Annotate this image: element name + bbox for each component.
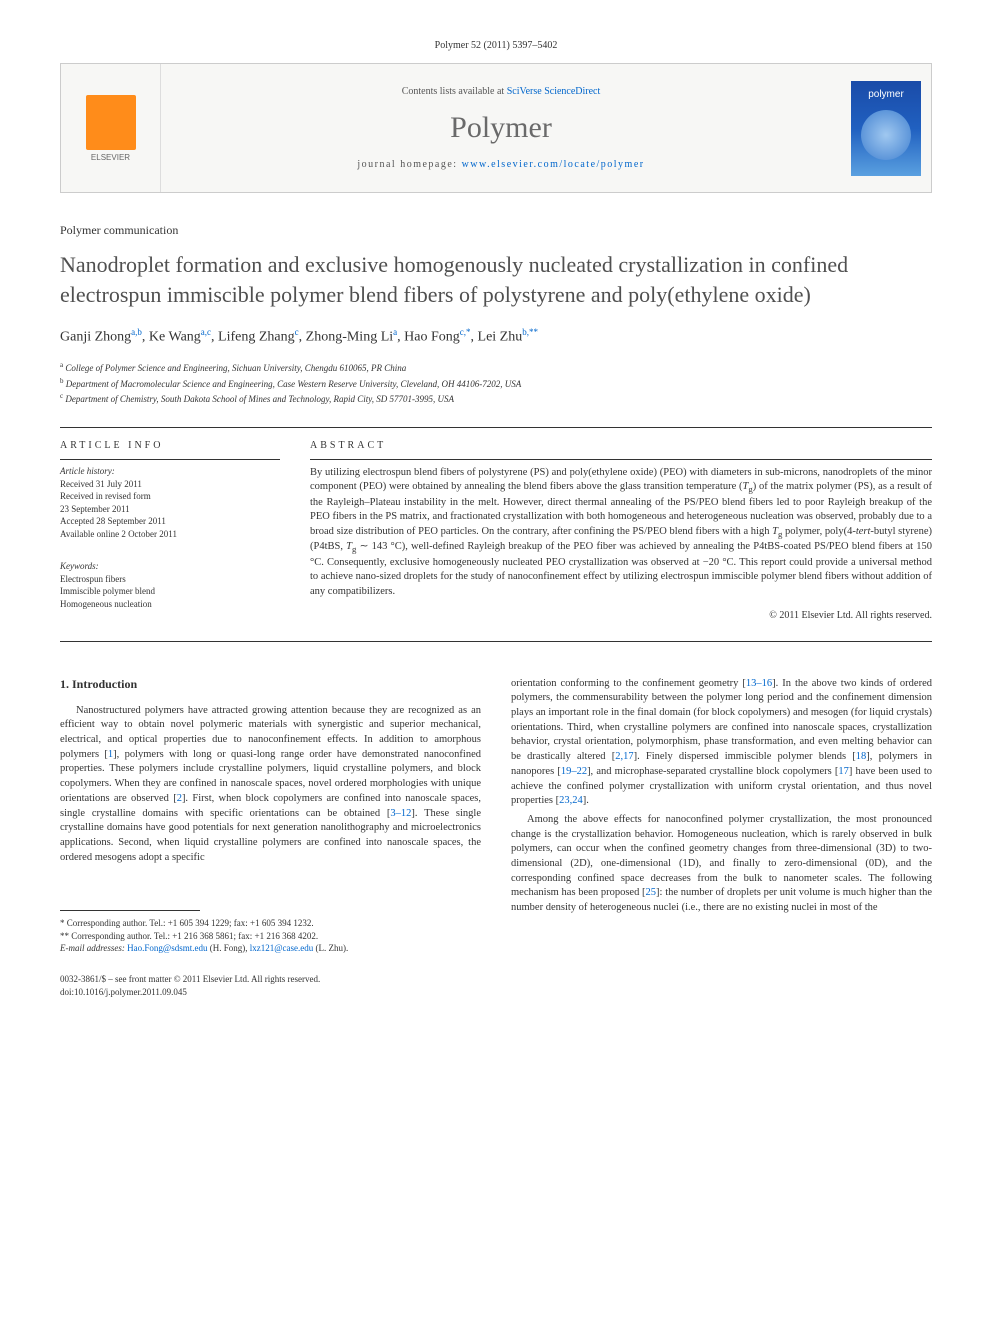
copyright-line: © 2011 Elsevier Ltd. All rights reserved… — [310, 610, 932, 621]
header-center: Contents lists available at SciVerse Sci… — [161, 64, 841, 192]
abstract-text: By utilizing electrospun blend fibers of… — [310, 466, 932, 600]
intro-heading: 1. Introduction — [60, 677, 481, 692]
affiliation-line: b Department of Macromolecular Science a… — [60, 376, 932, 392]
info-abstract-row: ARTICLE INFO Article history: Received 3… — [60, 440, 932, 621]
corresponding-footer: * Corresponding author. Tel.: +1 605 394… — [60, 910, 481, 998]
doi-line: doi:10.1016/j.polymer.2011.09.045 — [60, 986, 481, 999]
cover-thumb-cell: polymer — [841, 64, 931, 192]
top-citation: Polymer 52 (2011) 5397–5402 — [60, 40, 932, 51]
divider — [60, 427, 932, 428]
ref-link[interactable]: 18 — [856, 751, 867, 762]
ref-link[interactable]: 19–22 — [561, 766, 587, 777]
elsevier-logo[interactable]: ELSEVIER — [76, 88, 146, 168]
history-item: 23 September 2011 — [60, 503, 280, 516]
email-label: E-mail addresses: — [60, 943, 125, 953]
email-name-2: (L. Zhu). — [315, 943, 348, 953]
keywords-list: Electrospun fibersImmiscible polymer ble… — [60, 573, 280, 611]
email-line: E-mail addresses: Hao.Fong@sdsmt.edu (H.… — [60, 942, 481, 955]
history-item: Received in revised form — [60, 490, 280, 503]
intro-para-1: Nanostructured polymers have attracted g… — [60, 704, 481, 866]
affiliation-line: c Department of Chemistry, South Dakota … — [60, 391, 932, 407]
contents-prefix: Contents lists available at — [402, 86, 507, 97]
history-list: Received 31 July 2011Received in revised… — [60, 478, 280, 541]
history-item: Available online 2 October 2011 — [60, 528, 280, 541]
publisher-name: ELSEVIER — [91, 153, 130, 162]
sciencedirect-link[interactable]: SciVerse ScienceDirect — [507, 86, 601, 97]
keywords-label: Keywords: — [60, 561, 280, 571]
ref-link[interactable]: 25 — [646, 887, 657, 898]
contents-line: Contents lists available at SciVerse Sci… — [402, 86, 601, 97]
ref-link[interactable]: 2,17 — [615, 751, 633, 762]
keyword-item: Electrospun fibers — [60, 573, 280, 586]
article-info-col: ARTICLE INFO Article history: Received 3… — [60, 440, 280, 621]
affiliation-line: a College of Polymer Science and Enginee… — [60, 360, 932, 376]
homepage-line: journal homepage: www.elsevier.com/locat… — [357, 159, 644, 170]
thin-rule — [60, 459, 280, 460]
footnote-rule — [60, 910, 200, 911]
thin-rule — [310, 459, 932, 460]
journal-cover-thumb[interactable]: polymer — [851, 81, 921, 176]
article-type: Polymer communication — [60, 223, 932, 238]
email-link-2[interactable]: lxz121@case.edu — [250, 943, 314, 953]
abstract-head: ABSTRACT — [310, 440, 932, 451]
body-columns: 1. Introduction Nanostructured polymers … — [60, 677, 932, 999]
intro-para-2: orientation conforming to the confinemen… — [511, 677, 932, 809]
elsevier-tree-icon — [86, 95, 136, 150]
ref-link[interactable]: 1 — [108, 749, 113, 760]
article-info-head: ARTICLE INFO — [60, 440, 280, 451]
authors-list: Ganji Zhonga,b, Ke Wanga,c, Lifeng Zhang… — [60, 327, 932, 346]
ref-link[interactable]: 2 — [177, 793, 182, 804]
history-item: Received 31 July 2011 — [60, 478, 280, 491]
homepage-prefix: journal homepage: — [357, 159, 461, 170]
corresp-2: ** Corresponding author. Tel.: +1 216 36… — [60, 930, 481, 943]
ref-link[interactable]: 17 — [838, 766, 849, 777]
history-item: Accepted 28 September 2011 — [60, 515, 280, 528]
divider — [60, 641, 932, 642]
body-col-right: orientation conforming to the confinemen… — [511, 677, 932, 999]
body-col-left: 1. Introduction Nanostructured polymers … — [60, 677, 481, 999]
ref-link[interactable]: 23,24 — [559, 795, 583, 806]
cover-label: polymer — [868, 89, 904, 100]
history-label: Article history: — [60, 466, 280, 476]
article-title: Nanodroplet formation and exclusive homo… — [60, 250, 932, 309]
keyword-item: Immiscible polymer blend — [60, 585, 280, 598]
homepage-link[interactable]: www.elsevier.com/locate/polymer — [462, 159, 645, 170]
journal-header: ELSEVIER Contents lists available at Sci… — [60, 63, 932, 193]
email-link-1[interactable]: Hao.Fong@sdsmt.edu — [127, 943, 207, 953]
issn-line: 0032-3861/$ – see front matter © 2011 El… — [60, 973, 481, 986]
affiliations: a College of Polymer Science and Enginee… — [60, 360, 932, 407]
ref-link[interactable]: 3–12 — [390, 808, 411, 819]
email-name-1: (H. Fong), — [210, 943, 248, 953]
keyword-item: Homogeneous nucleation — [60, 598, 280, 611]
ref-link[interactable]: 13–16 — [746, 678, 772, 689]
corresp-1: * Corresponding author. Tel.: +1 605 394… — [60, 917, 481, 930]
publisher-logo-cell: ELSEVIER — [61, 64, 161, 192]
journal-name: Polymer — [450, 111, 552, 145]
abstract-col: ABSTRACT By utilizing electrospun blend … — [310, 440, 932, 621]
cover-image-icon — [861, 110, 911, 160]
intro-para-3: Among the above effects for nanoconfined… — [511, 813, 932, 916]
